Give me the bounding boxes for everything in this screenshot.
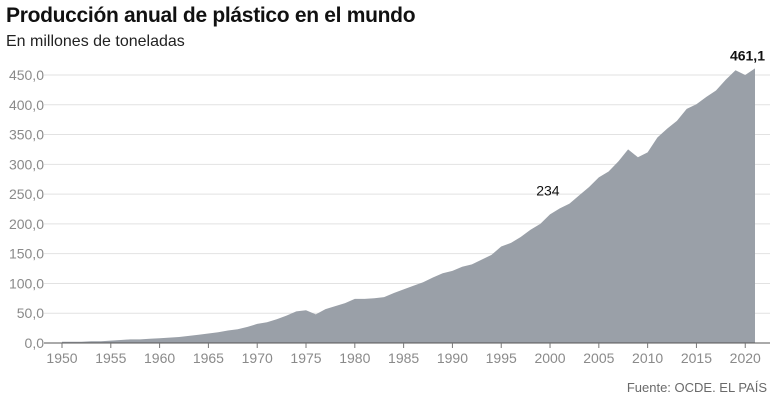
x-tick-label: 2015 (681, 350, 712, 366)
y-tick-label: 0,0 (25, 335, 45, 351)
source-note: Fuente: OCDE. EL PAÍS (626, 380, 767, 395)
y-tick-label: 250,0 (9, 186, 44, 202)
y-tick-label: 150,0 (9, 246, 44, 262)
area-series-plastic-production (62, 68, 755, 344)
y-tick-label: 100,0 (9, 275, 44, 291)
x-tick-label: 2010 (632, 350, 663, 366)
x-tick-label: 1960 (144, 350, 175, 366)
y-tick-label: 350,0 (9, 127, 44, 143)
chart-subtitle: En millones de toneladas (6, 33, 185, 50)
x-tick-label: 1975 (290, 350, 321, 366)
x-tick-label: 1950 (46, 350, 77, 366)
x-tick-label: 1995 (486, 350, 517, 366)
x-tick-label: 1985 (388, 350, 419, 366)
y-tick-label: 450,0 (9, 67, 44, 83)
annotation-label: 234 (536, 183, 560, 199)
x-axis: 1950 1955 1960 1965 1970 1975 1980 1985 1990 1995… (46, 343, 761, 366)
x-tick-label: 1965 (193, 350, 224, 366)
y-axis: 0,0 50,0 100,0 150,0 200,0 250,0 300,0 350,0 400… (9, 67, 44, 351)
y-tick-label: 400,0 (9, 97, 44, 113)
annotations: 234 461,1 (536, 47, 765, 198)
x-tick-label: 1980 (339, 350, 370, 366)
annotation-label: 461,1 (730, 47, 765, 63)
x-tick-label: 2005 (583, 350, 614, 366)
y-tick-label: 200,0 (9, 216, 44, 232)
x-tick-label: 2000 (534, 350, 565, 366)
y-tick-label: 300,0 (9, 156, 44, 172)
x-tick-label: 1990 (437, 350, 468, 366)
x-tick-label: 1970 (242, 350, 273, 366)
x-tick-label: 2020 (730, 350, 761, 366)
x-tick-label: 1955 (95, 350, 126, 366)
chart-title: Producción anual de plástico en el mundo (6, 4, 416, 27)
y-tick-label: 50,0 (17, 305, 44, 321)
